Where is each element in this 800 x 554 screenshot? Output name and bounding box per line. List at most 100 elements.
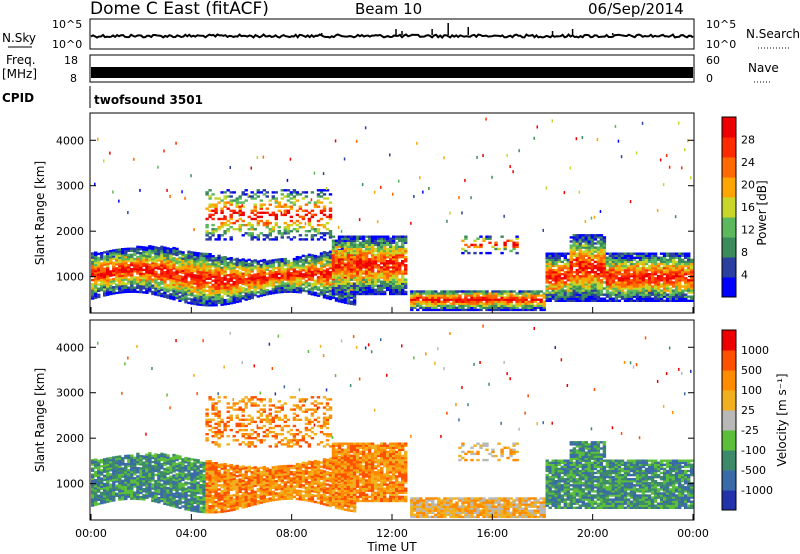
heatmap-cell xyxy=(262,293,266,297)
heatmap-cell xyxy=(656,256,661,259)
heatmap-cell xyxy=(690,287,694,290)
heatmap-cell xyxy=(145,267,149,270)
heatmap-cell xyxy=(193,298,197,302)
heatmap-cell xyxy=(181,261,185,264)
heatmap-cell xyxy=(259,265,263,269)
heatmap-cell xyxy=(476,296,480,299)
heatmap-cell xyxy=(617,287,622,290)
heatmap-cell xyxy=(106,291,110,294)
heatmap-cell xyxy=(238,197,242,200)
heatmap-cell xyxy=(581,254,585,257)
heatmap-cell xyxy=(229,259,233,262)
heatmap-cell xyxy=(395,290,399,294)
heatmap-cell xyxy=(328,207,333,210)
heatmap-cell xyxy=(208,287,212,291)
heatmap-cell xyxy=(395,262,399,265)
heatmap-cell xyxy=(386,272,390,275)
heatmap-cell xyxy=(163,275,167,278)
heatmap-cell xyxy=(395,284,399,287)
heatmap-cell xyxy=(97,502,101,506)
heatmap-cell xyxy=(256,282,260,286)
heatmap-cell xyxy=(328,271,333,274)
heatmap-cell xyxy=(175,272,179,275)
heatmap-cell xyxy=(575,256,579,259)
heatmap-cell xyxy=(286,193,291,196)
heatmap-cell xyxy=(247,269,251,272)
heatmap-cell xyxy=(434,294,438,297)
heatmap-cell xyxy=(91,274,95,278)
heatmap-cell xyxy=(100,280,104,283)
heatmap-cell xyxy=(196,278,200,282)
heatmap-cell xyxy=(383,274,387,277)
heatmap-cell xyxy=(115,480,119,483)
heatmap-cell xyxy=(331,292,336,296)
heatmap-cell xyxy=(482,290,486,293)
heatmap-cell xyxy=(641,268,646,272)
heatmap-cell xyxy=(124,264,128,267)
heatmap-cell xyxy=(581,266,585,270)
heatmap-cell xyxy=(383,239,387,242)
heatmap-cell xyxy=(608,273,613,276)
heatmap-cell xyxy=(560,254,564,257)
heatmap-cell xyxy=(370,239,375,242)
heatmap-cell xyxy=(163,149,165,153)
heatmap-cell xyxy=(644,260,649,264)
heatmap-cell xyxy=(193,270,197,273)
heatmap-cell xyxy=(292,286,297,289)
heatmap-cell xyxy=(136,276,140,279)
heatmap-cell xyxy=(121,495,125,499)
heatmap-cell xyxy=(572,234,576,237)
heatmap-cell xyxy=(506,292,510,295)
heatmap-cell xyxy=(626,295,631,298)
heatmap-cell xyxy=(283,259,287,263)
heatmap-cell xyxy=(373,262,378,265)
heatmap-cell xyxy=(97,258,101,262)
heatmap-cell xyxy=(115,478,119,481)
heatmap-cell xyxy=(647,287,652,290)
heatmap-cell xyxy=(376,245,381,249)
heatmap-cell xyxy=(398,239,402,242)
heatmap-cell xyxy=(196,260,200,263)
heatmap-cell xyxy=(656,264,661,268)
heatmap-cell xyxy=(229,269,233,272)
heatmap-cell xyxy=(274,287,278,290)
heatmap-cell xyxy=(139,252,143,255)
heatmap-cell xyxy=(250,284,254,287)
heatmap-cell xyxy=(160,270,164,273)
heatmap-cell xyxy=(343,262,348,265)
heatmap-cell xyxy=(638,252,643,255)
heatmap-cell xyxy=(647,283,652,286)
heatmap-cell xyxy=(334,286,339,289)
heatmap-cell xyxy=(118,277,122,280)
heatmap-cell xyxy=(157,265,161,268)
heatmap-cell xyxy=(464,294,468,297)
heatmap-cell xyxy=(380,270,384,273)
heatmap-cell xyxy=(211,275,215,278)
heatmap-cell xyxy=(181,271,185,275)
heatmap-cell xyxy=(343,301,348,304)
heatmap-cell xyxy=(560,266,564,270)
heatmap-cell xyxy=(334,288,339,292)
heatmap-cell xyxy=(217,256,221,260)
heatmap-cell xyxy=(530,308,534,312)
heatmap-cell xyxy=(118,258,122,261)
heatmap-cell xyxy=(178,295,182,298)
heatmap-cell xyxy=(145,291,149,294)
heatmap-cell xyxy=(322,197,327,200)
heatmap-cell xyxy=(181,263,185,266)
heatmap-cell xyxy=(127,290,131,293)
heatmap-cell xyxy=(106,293,110,296)
heatmap-cell xyxy=(665,264,670,268)
heatmap-cell xyxy=(569,291,573,294)
heatmap-cell xyxy=(503,245,507,249)
heatmap-cell xyxy=(346,293,351,297)
heatmap-cell xyxy=(316,257,321,261)
heatmap-cell xyxy=(181,298,185,301)
heatmap-cell xyxy=(678,275,682,278)
heatmap-cell xyxy=(464,179,466,182)
heatmap-cell xyxy=(196,282,200,286)
heatmap-cell xyxy=(268,221,272,225)
heatmap-cell xyxy=(665,285,670,288)
heatmap-cell xyxy=(581,256,585,259)
heatmap-cell xyxy=(373,284,378,287)
